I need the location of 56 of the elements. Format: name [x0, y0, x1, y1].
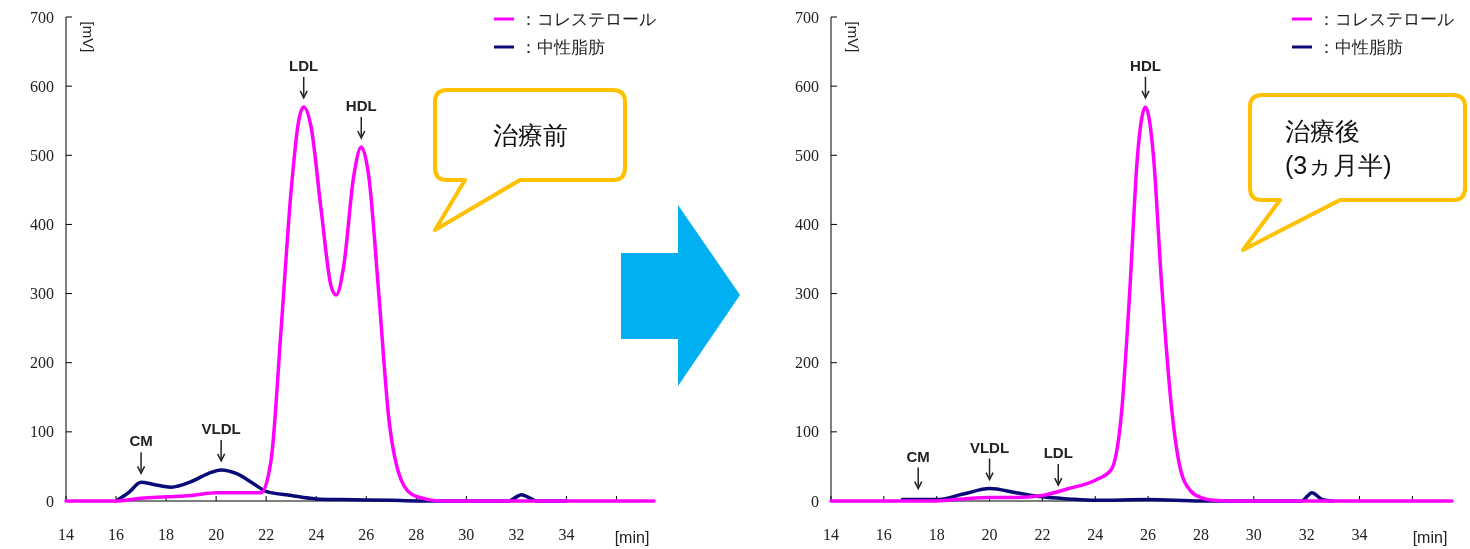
x-axis-title: [min]: [1412, 529, 1448, 546]
annotation: VLDL: [201, 419, 241, 437]
x-tick-label: 20: [208, 526, 225, 543]
annotation: HDL: [345, 96, 377, 114]
annotation: LDL: [289, 56, 319, 74]
y-tick-label: 300: [795, 285, 819, 303]
y-tick-label: 400: [795, 216, 819, 234]
x-tick-label: 28: [1192, 526, 1209, 543]
y-tick-label: 0: [811, 492, 819, 510]
annotation: 治療後 (3ヵ月半): [1285, 117, 1392, 180]
legend-label: ：中性脂肪: [1318, 37, 1403, 57]
x-tick-label: 16: [108, 526, 125, 543]
x-tick-label: 24: [308, 526, 325, 543]
x-tick-label: 32: [1298, 526, 1315, 543]
x-tick-label: 14: [823, 526, 839, 543]
y-tick-label: 700: [30, 8, 54, 26]
annotation: VLDL: [969, 438, 1010, 456]
y-axis-title: [mV]: [844, 21, 862, 53]
x-tick-label: 26: [1140, 526, 1157, 543]
y-tick-label: 600: [30, 77, 54, 95]
y-tick-label: 200: [795, 354, 819, 372]
x-tick-label: 24: [1087, 526, 1104, 543]
x-tick-label: 14: [58, 526, 74, 543]
x-tick-label: 30: [1245, 526, 1262, 543]
annotation: CM: [129, 432, 153, 450]
x-tick-label: 32: [508, 526, 525, 543]
y-tick-label: 300: [30, 285, 54, 303]
y-tick-label: 700: [795, 8, 819, 26]
annotation: LDL: [1043, 444, 1073, 462]
x-tick-label: 28: [408, 526, 425, 543]
x-tick-label: 18: [158, 526, 175, 543]
y-tick-label: 500: [30, 146, 54, 164]
x-tick-label: 16: [875, 526, 892, 543]
legend-label: ：中性脂肪: [520, 37, 605, 57]
x-tick-label: 22: [1034, 526, 1051, 543]
y-tick-label: 100: [30, 423, 54, 441]
x-tick-label: 30: [458, 526, 475, 543]
y-tick-label: 400: [30, 216, 54, 234]
x-tick-label: 34: [1351, 526, 1368, 543]
x-tick-label: 20: [981, 526, 998, 543]
annotation: CM: [906, 447, 930, 465]
legend-label: ：コレステロール: [1318, 9, 1454, 29]
y-tick-label: 600: [795, 77, 819, 95]
legend-label: ：コレステロール: [520, 9, 656, 29]
y-tick-label: 0: [46, 492, 54, 510]
x-tick-label: 22: [258, 526, 275, 543]
x-axis-title: [min]: [614, 529, 650, 546]
y-tick-label: 200: [30, 354, 54, 372]
x-tick-label: 18: [928, 526, 945, 543]
y-tick-label: 100: [795, 423, 819, 441]
x-tick-label: 34: [558, 526, 575, 543]
annotation: HDL: [1130, 56, 1161, 74]
y-tick-label: 500: [795, 146, 819, 164]
annotation: 治療前: [492, 120, 568, 149]
x-tick-label: 26: [358, 526, 375, 543]
y-axis-title: [mV]: [79, 21, 97, 53]
